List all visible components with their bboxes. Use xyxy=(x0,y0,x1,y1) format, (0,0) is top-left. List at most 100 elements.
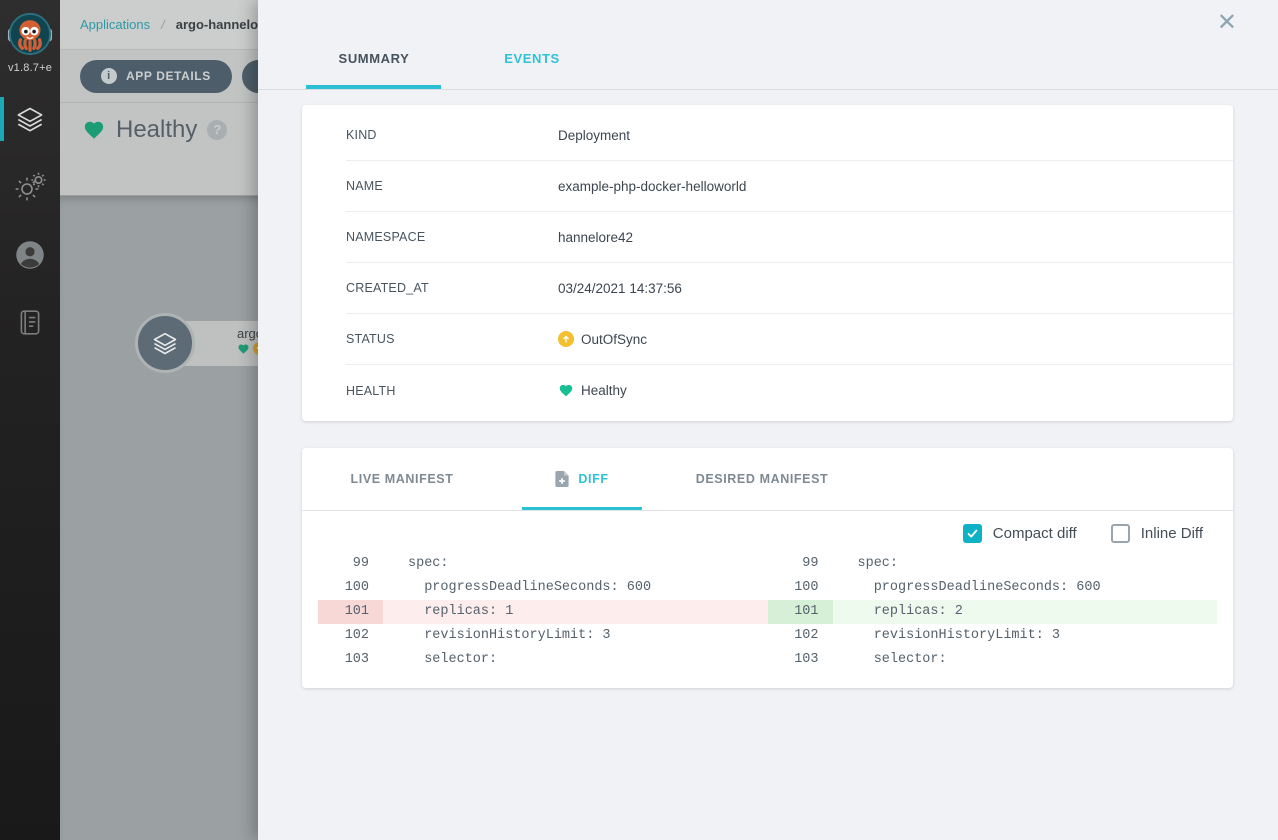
diff-line: 102 revisionHistoryLimit: 3 xyxy=(318,624,768,648)
diff-view: 99 spec: 100 progressDeadlineSeconds: 60… xyxy=(318,552,1217,672)
diff-options: Compact diff Inline Diff xyxy=(318,524,1217,543)
line-number: 101 xyxy=(767,600,833,624)
summary-value: 03/24/2021 14:37:56 xyxy=(558,280,682,296)
health-text: Healthy xyxy=(581,383,627,398)
diff-line: 99 spec: xyxy=(768,552,1218,576)
line-code: progressDeadlineSeconds: 600 xyxy=(408,580,652,595)
compact-diff-option[interactable]: Compact diff xyxy=(962,524,1077,543)
summary-value: example-php-docker-helloworld xyxy=(558,178,747,194)
layers-icon xyxy=(17,107,43,132)
summary-row-kind: KIND Deployment xyxy=(346,110,1233,161)
check-icon xyxy=(967,529,978,538)
manifest-card: LIVE MANIFEST DIFF DESIRED MANIFEST xyxy=(302,448,1233,688)
summary-label: CREATED_AT xyxy=(346,281,429,295)
summary-value: OutOfSync xyxy=(558,331,647,347)
app-details-button-label: APP DETAILS xyxy=(126,69,211,83)
summary-value: Deployment xyxy=(558,127,631,143)
diff-content: Compact diff Inline Diff 99 spec: 100 pr… xyxy=(302,511,1233,688)
breadcrumb-separator: / xyxy=(161,17,165,32)
line-code: progressDeadlineSeconds: 600 xyxy=(857,580,1101,595)
heart-icon xyxy=(559,384,573,397)
summary-row-namespace: NAMESPACE hannelore42 xyxy=(346,212,1233,263)
line-number: 103 xyxy=(344,652,369,667)
manifest-tab-bar: LIVE MANIFEST DIFF DESIRED MANIFEST xyxy=(302,448,1233,511)
summary-label: STATUS xyxy=(346,332,395,346)
app-node-kind-badge xyxy=(135,313,195,373)
diff-line-removed: 101 replicas: 1 xyxy=(318,600,768,624)
inline-diff-option[interactable]: Inline Diff xyxy=(1110,524,1203,543)
app-health-label: Healthy xyxy=(116,116,198,143)
tab-diff[interactable]: DIFF xyxy=(492,448,672,510)
tab-diff-label: DIFF xyxy=(578,472,609,486)
inline-diff-checkbox[interactable] xyxy=(1110,524,1130,543)
summary-row-health: HEALTH Healthy xyxy=(346,365,1233,416)
out-of-sync-icon xyxy=(558,331,574,347)
user-icon xyxy=(16,241,44,269)
line-number: 100 xyxy=(344,580,369,595)
line-number: 101 xyxy=(318,600,383,624)
breadcrumb-current-app: argo-hannelore xyxy=(175,17,271,32)
diff-line-added: 101 replicas: 2 xyxy=(767,600,1217,624)
tab-events[interactable]: EVENTS xyxy=(504,51,560,66)
tab-live-manifest[interactable]: LIVE MANIFEST xyxy=(350,472,454,486)
summary-row-created-at: CREATED_AT 03/24/2021 14:37:56 xyxy=(346,263,1233,314)
docs-book-icon xyxy=(20,310,40,335)
diff-line: 103 selector: xyxy=(768,648,1218,672)
line-code: selector: xyxy=(408,652,498,667)
summary-label: HEALTH xyxy=(346,383,396,398)
line-code: selector: xyxy=(857,652,947,667)
status-text: OutOfSync xyxy=(581,331,648,347)
tab-desired-manifest[interactable]: DESIRED MANIFEST xyxy=(695,472,829,486)
line-number: 103 xyxy=(794,652,819,667)
layers-icon xyxy=(153,332,177,355)
diff-right-column: 99 spec: 100 progressDeadlineSeconds: 60… xyxy=(767,552,1218,672)
diff-line: 100 progressDeadlineSeconds: 600 xyxy=(318,576,768,600)
line-code: revisionHistoryLimit: 3 xyxy=(857,628,1061,643)
version-label: v1.8.7+e xyxy=(7,62,53,74)
line-code: replicas: 2 xyxy=(857,604,963,619)
question-circle-icon[interactable]: ? xyxy=(207,120,228,140)
breadcrumb-applications-link[interactable]: Applications xyxy=(80,17,151,32)
sidebar-item-documentation[interactable] xyxy=(0,298,60,348)
summary-label: NAMESPACE xyxy=(346,230,426,244)
diff-line: 102 revisionHistoryLimit: 3 xyxy=(768,624,1218,648)
line-number: 102 xyxy=(794,628,819,643)
line-code: replicas: 1 xyxy=(408,604,514,619)
heart-icon xyxy=(238,344,249,354)
summary-card: KIND Deployment NAME example-php-docker-… xyxy=(302,105,1233,421)
inline-diff-label: Inline Diff xyxy=(1140,525,1203,542)
compact-diff-checkbox[interactable] xyxy=(962,524,982,543)
resource-details-panel: ✕ SUMMARY EVENTS KIND Deployment NAME ex… xyxy=(258,0,1278,840)
diff-line: 100 progressDeadlineSeconds: 600 xyxy=(768,576,1218,600)
close-icon[interactable]: ✕ xyxy=(1216,8,1237,36)
sidebar-item-applications[interactable] xyxy=(0,94,60,144)
sidebar-item-user[interactable] xyxy=(0,230,60,280)
diff-line: 103 selector: xyxy=(318,648,768,672)
sidebar: v1.8.7+e xyxy=(0,0,60,840)
argocd-octopus-icon xyxy=(7,12,53,56)
line-code: revisionHistoryLimit: 3 xyxy=(408,628,611,643)
line-number: 102 xyxy=(344,628,369,643)
info-icon: i xyxy=(101,68,117,84)
sidebar-item-settings[interactable] xyxy=(0,162,60,212)
line-number: 100 xyxy=(794,580,819,595)
summary-row-name: NAME example-php-docker-helloworld xyxy=(346,161,1233,212)
heart-icon xyxy=(84,121,104,139)
app-details-button[interactable]: i APP DETAILS xyxy=(80,59,232,93)
line-code: spec: xyxy=(857,556,899,571)
summary-label: NAME xyxy=(346,179,383,193)
gear-icon xyxy=(15,172,46,201)
summary-value: hannelore42 xyxy=(558,229,634,245)
line-code: spec: xyxy=(408,556,449,571)
sidebar-nav xyxy=(0,94,60,348)
summary-row-status: STATUS OutOfSync xyxy=(346,314,1233,365)
diff-file-icon xyxy=(555,471,570,487)
app-health-heading: Healthy ? xyxy=(82,116,1256,144)
argocd-logo xyxy=(7,11,53,57)
tab-summary[interactable]: SUMMARY xyxy=(295,51,453,89)
line-number: 99 xyxy=(352,556,369,571)
summary-label: KIND xyxy=(346,128,377,142)
diff-line: 99 spec: xyxy=(318,552,768,576)
diff-left-column: 99 spec: 100 progressDeadlineSeconds: 60… xyxy=(318,552,768,672)
line-number: 99 xyxy=(802,556,819,571)
